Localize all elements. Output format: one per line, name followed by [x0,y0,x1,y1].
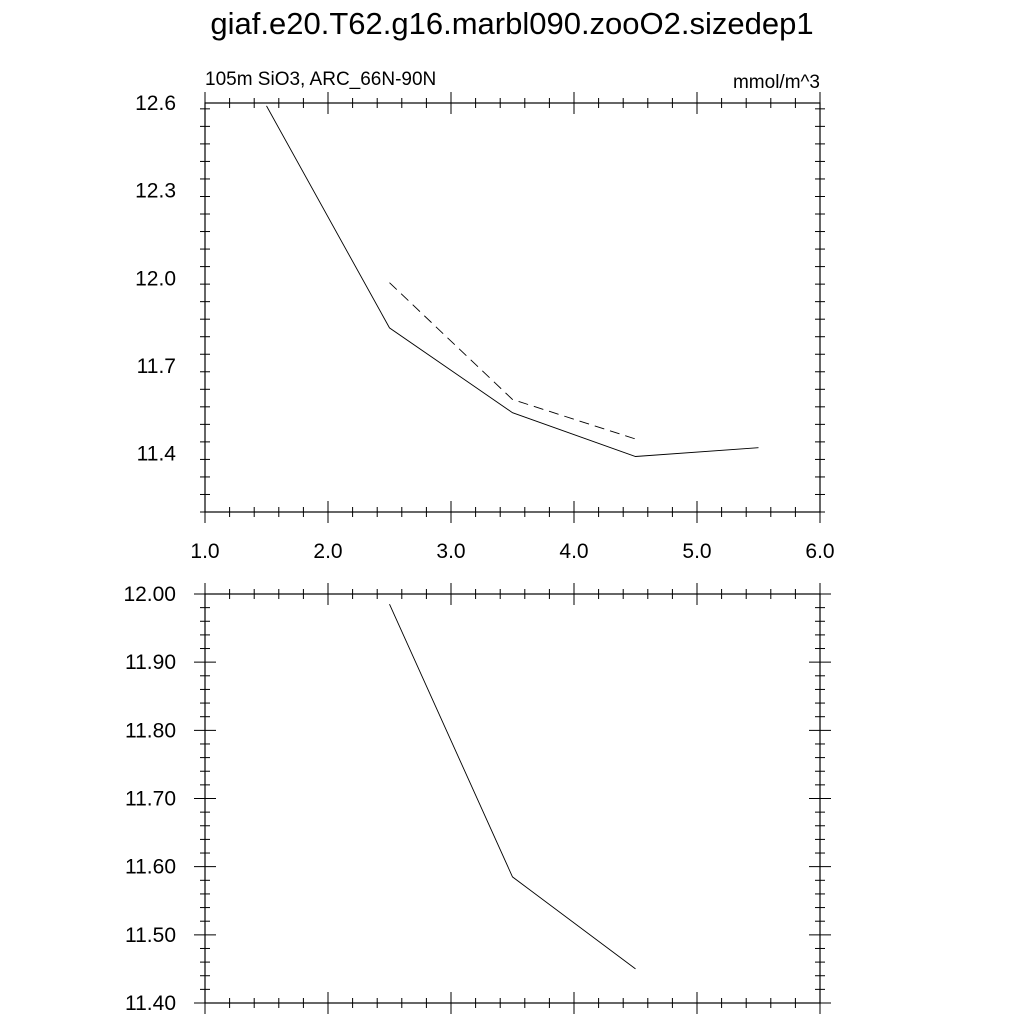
plot-panel-1: 1.0 2.0 3.0 4.0 5.0 6.0 11.4 11.7 12.0 12.3 12.6 10… [135,69,834,563]
plot-panel-2: 11.40 11.50 11.60 11.70 11.80 11.90 12.00 [123,583,831,1015]
y-tick-label: 11.4 [137,443,177,466]
x-tick-label: 1.0 [190,540,219,563]
series-line-1-solid [389,604,636,970]
y-tick-label: 12.00 [123,583,176,606]
x-tick-label: 2.0 [313,540,342,563]
y-tick-label: 11.40 [125,992,176,1015]
plot-frame [204,593,821,1004]
chart-title: giaf.e20.T62.g16.marbl090.zooO2.sizedep1 [210,6,814,41]
x-tick-label: 3.0 [436,540,465,563]
y-tick-label: 11.60 [125,856,176,879]
y-tick-label: 11.90 [125,651,176,674]
y-tick-label: 11.70 [125,788,176,811]
subtitle-right: mmol/m^3 [733,72,820,93]
subtitle-left: 105m SiO3, ARC_66N-90N [205,69,436,90]
y-tick-label: 12.6 [135,92,176,115]
y-tick-label: 12.0 [135,267,176,290]
x-tick-label: 6.0 [805,540,834,563]
y-tick-label: 11.80 [125,719,176,742]
series-line-1-solid [266,105,759,457]
x-tick-label: 5.0 [682,540,711,563]
series-line-2-dashed [389,282,636,440]
y-tick-label: 11.50 [125,924,176,947]
plot-frame [204,102,821,513]
x-tick-label: 4.0 [559,540,588,563]
y-tick-label: 12.3 [135,180,176,203]
y-tick-label: 11.7 [137,355,176,378]
